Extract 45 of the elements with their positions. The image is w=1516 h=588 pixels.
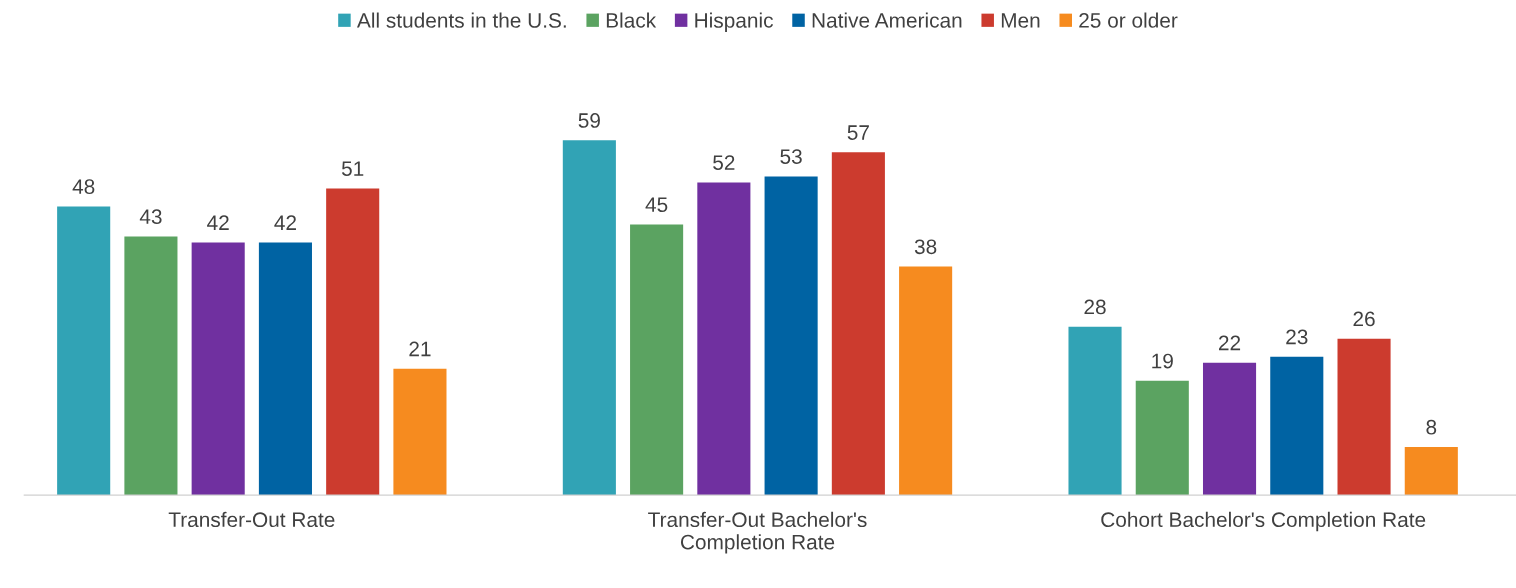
legend-label: Black — [606, 12, 657, 28]
bar — [191, 242, 245, 496]
data-label: 22 — [1219, 335, 1241, 351]
bar — [1270, 356, 1324, 496]
data-label: 42 — [207, 215, 229, 230]
data-label: 28 — [1084, 299, 1106, 315]
data-label: 21 — [409, 341, 431, 357]
bar — [1404, 446, 1458, 496]
bar — [764, 176, 818, 496]
data-label: 59 — [578, 113, 600, 128]
bar — [1202, 362, 1257, 496]
data-label: 38 — [914, 239, 937, 255]
legend-label: Native American — [812, 12, 962, 28]
data-label: 57 — [847, 125, 869, 140]
bar — [326, 188, 380, 496]
bar — [258, 242, 312, 496]
bar — [697, 182, 751, 496]
data-label: 8 — [1426, 419, 1437, 435]
bar — [393, 368, 447, 496]
data-label: 26 — [1353, 311, 1375, 327]
bar — [1135, 380, 1189, 496]
legend-label: Men — [1001, 13, 1040, 28]
data-label: 42 — [274, 215, 296, 230]
data-label: 23 — [1286, 329, 1308, 345]
x-tick-label: Transfer-Out Bachelor's Completion Rate — [648, 511, 867, 554]
legend-label: Hispanic — [695, 12, 773, 32]
data-label: 19 — [1152, 353, 1173, 369]
bar — [562, 140, 616, 496]
legend-label: 25 or older — [1079, 12, 1178, 28]
data-label: 52 — [713, 155, 735, 170]
data-label: 45 — [645, 197, 668, 213]
data-label: 48 — [72, 179, 95, 195]
bar — [57, 206, 111, 496]
x-tick-label: Transfer-Out Rate — [168, 511, 335, 528]
bar — [1068, 326, 1122, 496]
data-label: 51 — [341, 161, 364, 176]
bar — [124, 236, 178, 496]
x-tick-label: Cohort Bachelor's Completion Rate — [1101, 511, 1426, 532]
data-label: 53 — [780, 149, 802, 164]
data-label: 43 — [139, 209, 162, 225]
bar — [1337, 338, 1391, 496]
bar — [899, 266, 953, 496]
legend-label: All students in the U.S. — [356, 12, 566, 28]
bar — [831, 152, 885, 496]
bar — [630, 224, 684, 496]
